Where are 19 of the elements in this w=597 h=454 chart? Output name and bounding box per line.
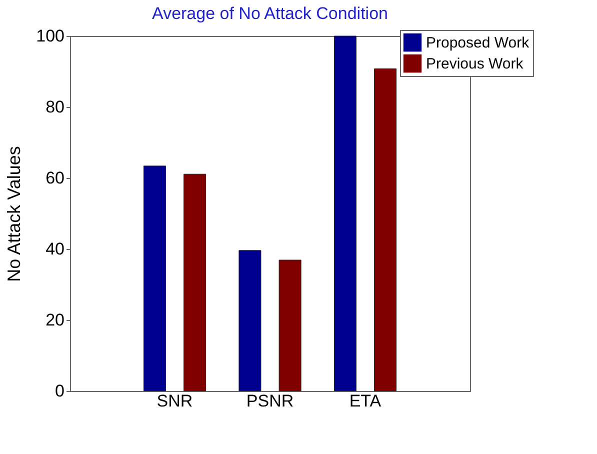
- chart-title: Average of No Attack Condition: [152, 4, 388, 23]
- y-axis-title: No Attack Values: [4, 146, 24, 282]
- x-tick-label: PSNR: [246, 392, 294, 410]
- bar: [184, 174, 206, 392]
- x-tick-label: SNR: [156, 392, 193, 410]
- y-tick-label: 20: [46, 310, 64, 330]
- y-tick-label: 0: [55, 382, 64, 400]
- y-tick-label: 60: [46, 168, 64, 188]
- y-tick-label: 40: [46, 240, 64, 258]
- bar: [143, 166, 166, 392]
- bar: [278, 260, 302, 392]
- bar: [334, 36, 356, 392]
- y-tick-label: 80: [46, 98, 64, 116]
- legend-label: Proposed Work: [426, 34, 530, 52]
- y-tick-label: 100: [36, 26, 64, 46]
- legend-label: Previous Work: [426, 56, 524, 72]
- bar: [374, 68, 397, 392]
- x-tick-label: ETA: [349, 392, 382, 410]
- bar: [238, 250, 262, 392]
